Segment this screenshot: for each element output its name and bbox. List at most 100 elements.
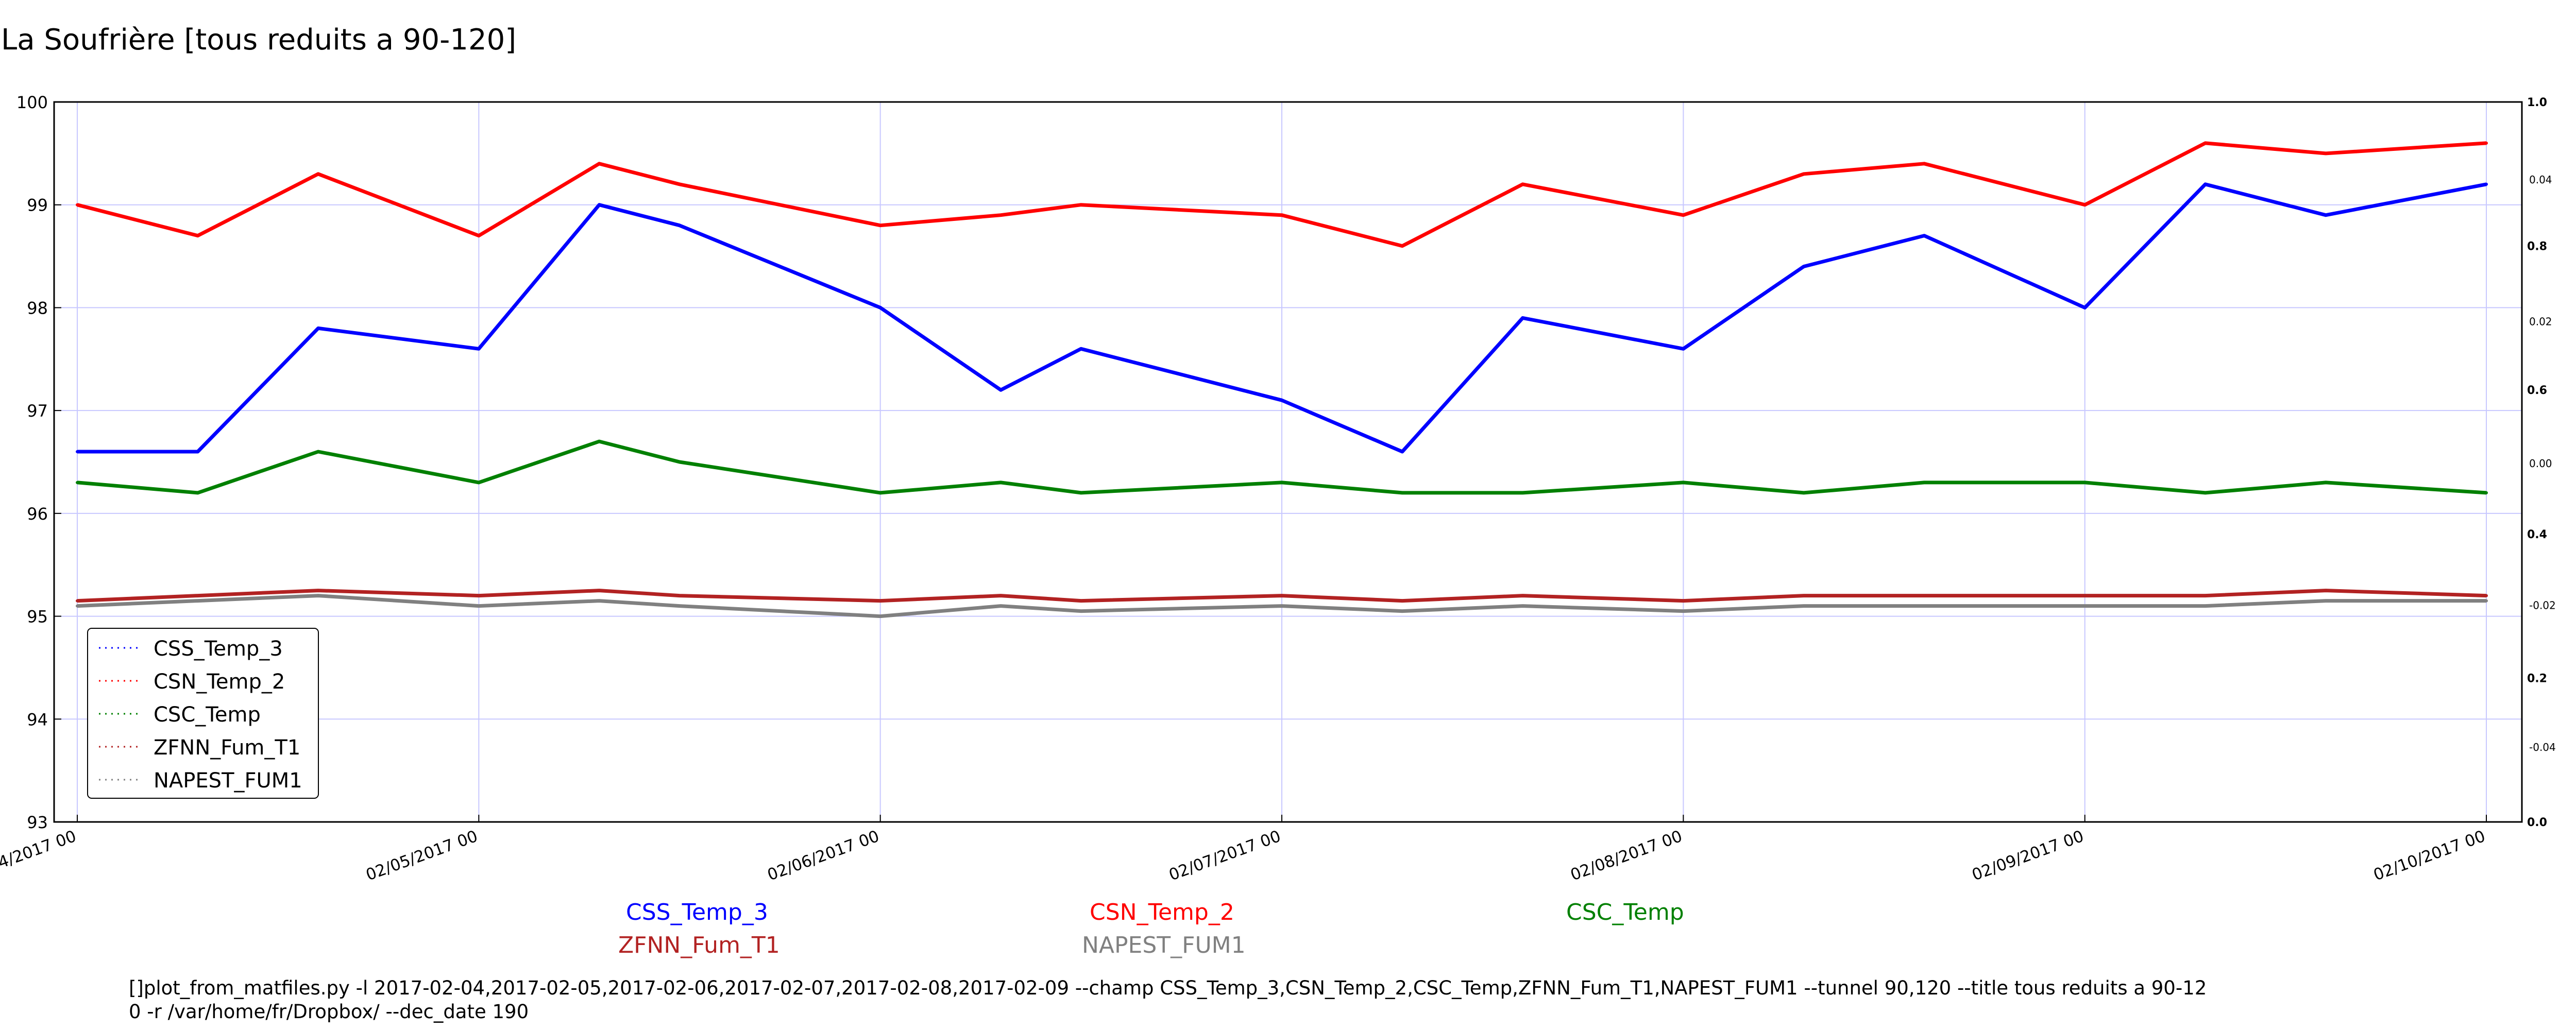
data-point-csn-temp-2	[316, 172, 320, 176]
y-tick-label: 99	[27, 196, 48, 215]
data-point-css-temp-3	[678, 224, 681, 227]
series-label-csn-temp-2: CSN_Temp_2	[1090, 899, 1234, 925]
data-point-css-temp-3	[76, 450, 79, 454]
legend-label: CSN_Temp_2	[154, 670, 285, 694]
data-point-csc-temp	[598, 440, 601, 443]
x-tick-label: 02/07/2017 00	[1166, 827, 1283, 885]
data-point-csc-temp	[196, 491, 199, 494]
plot-frame	[53, 101, 2523, 823]
data-point-csc-temp	[1280, 480, 1283, 484]
series-label-zfnn-fum-t1: ZFNN_Fum_T1	[618, 932, 780, 958]
data-point-css-temp-3	[2324, 213, 2328, 217]
data-point-csc-temp	[1802, 491, 1806, 494]
data-point-csc-temp	[76, 480, 79, 484]
data-point-zfnn-fum-t1	[598, 589, 601, 592]
data-point-csn-temp-2	[999, 213, 1003, 217]
x-tick-label: 02/08/2017 00	[1568, 827, 1685, 885]
legend-label: NAPEST_FUM1	[154, 769, 302, 793]
data-point-css-temp-3	[999, 388, 1003, 392]
y2-tick-label: 0.02	[2529, 316, 2552, 328]
data-point-csn-temp-2	[678, 182, 681, 186]
y2-tick-label: 0.04	[2529, 174, 2552, 186]
series-label-napest-fum1: NAPEST_FUM1	[1082, 932, 1246, 958]
data-point-csn-temp-2	[2485, 141, 2488, 145]
data-point-zfnn-fum-t1	[196, 594, 199, 597]
data-point-napest-fum1	[1280, 604, 1283, 608]
data-point-css-temp-3	[477, 347, 481, 351]
data-point-napest-fum1	[477, 604, 481, 608]
data-point-csn-temp-2	[2204, 141, 2207, 145]
data-point-csn-temp-2	[2324, 151, 2328, 155]
y-tick-label: 98	[27, 298, 48, 318]
y-tick-label: 93	[27, 813, 48, 832]
data-point-css-temp-3	[316, 327, 320, 330]
x-tick-label: 02/05/2017 00	[364, 827, 481, 885]
x-tick-label: 02/10/2017 00	[2371, 827, 2488, 885]
data-point-css-temp-3	[1802, 265, 1806, 268]
data-point-zfnn-fum-t1	[1079, 599, 1083, 603]
data-point-csn-temp-2	[1922, 162, 1926, 165]
y-tick-label: 100	[16, 93, 48, 112]
data-point-csn-temp-2	[1400, 244, 1404, 248]
data-point-zfnn-fum-t1	[1400, 599, 1404, 603]
data-point-napest-fum1	[76, 604, 79, 608]
data-point-zfnn-fum-t1	[477, 594, 481, 597]
data-point-zfnn-fum-t1	[1802, 594, 1806, 597]
data-point-css-temp-3	[878, 306, 882, 310]
data-point-css-temp-3	[1682, 347, 1685, 351]
data-point-css-temp-3	[196, 450, 199, 454]
y2-tick-label: -0.02	[2529, 599, 2556, 612]
data-point-csc-temp	[999, 480, 1003, 484]
data-point-csc-temp	[477, 480, 481, 484]
data-point-zfnn-fum-t1	[999, 594, 1003, 597]
y2-tick-label: 0.00	[2529, 457, 2552, 470]
data-point-css-temp-3	[2083, 306, 2087, 310]
data-point-css-temp-3	[1922, 234, 1926, 237]
data-point-csc-temp	[1521, 491, 1524, 494]
data-point-css-temp-3	[1400, 450, 1404, 454]
legend-label: ZFNN_Fum_T1	[154, 736, 300, 760]
data-point-zfnn-fum-t1	[1682, 599, 1685, 603]
y2-tick-label: 0.8	[2527, 241, 2547, 253]
data-point-css-temp-3	[598, 203, 601, 207]
data-point-css-temp-3	[1079, 347, 1083, 351]
data-point-zfnn-fum-t1	[76, 599, 79, 603]
data-point-csn-temp-2	[2083, 203, 2087, 207]
series-label-css-temp-3: CSS_Temp_3	[626, 899, 768, 925]
data-point-csn-temp-2	[598, 162, 601, 165]
data-point-napest-fum1	[2485, 599, 2488, 603]
command-line-text: []plot_from_matfiles.py -l 2017-02-04,20…	[129, 977, 2207, 1023]
data-point-napest-fum1	[196, 599, 199, 603]
data-point-zfnn-fum-t1	[2204, 594, 2207, 597]
data-point-napest-fum1	[1682, 609, 1685, 613]
data-point-csc-temp	[1682, 480, 1685, 484]
data-point-css-temp-3	[1280, 399, 1283, 402]
y-tick-label: 95	[27, 607, 48, 627]
data-point-zfnn-fum-t1	[2083, 594, 2087, 597]
x-tick-label: 02/06/2017 00	[765, 827, 882, 885]
data-point-csc-temp	[678, 460, 681, 464]
data-point-zfnn-fum-t1	[1922, 594, 1926, 597]
data-point-css-temp-3	[2485, 182, 2488, 186]
y2-tick-label: 1.0	[2527, 96, 2547, 109]
data-point-csc-temp	[2324, 480, 2328, 484]
data-point-csc-temp	[2083, 480, 2087, 484]
y2-tick-label: 0.0	[2527, 816, 2547, 829]
data-point-napest-fum1	[1079, 609, 1083, 613]
y-tick-label: 97	[27, 401, 48, 421]
data-point-csn-temp-2	[1682, 213, 1685, 217]
data-point-napest-fum1	[999, 604, 1003, 608]
data-point-csc-temp	[316, 450, 320, 454]
data-point-csc-temp	[2485, 491, 2488, 494]
data-point-csn-temp-2	[1280, 213, 1283, 217]
data-point-napest-fum1	[2324, 599, 2328, 603]
data-point-csn-temp-2	[1521, 182, 1524, 186]
legend: CSS_Temp_3 CSN_Temp_2 CSC_Temp ZFNN_Fum_T1 N…	[87, 628, 319, 799]
data-point-csn-temp-2	[1079, 203, 1083, 207]
data-point-napest-fum1	[1521, 604, 1524, 608]
data-point-zfnn-fum-t1	[678, 594, 681, 597]
data-point-csn-temp-2	[1802, 172, 1806, 176]
data-point-zfnn-fum-t1	[1280, 594, 1283, 597]
legend-label: CSC_Temp	[154, 703, 261, 727]
